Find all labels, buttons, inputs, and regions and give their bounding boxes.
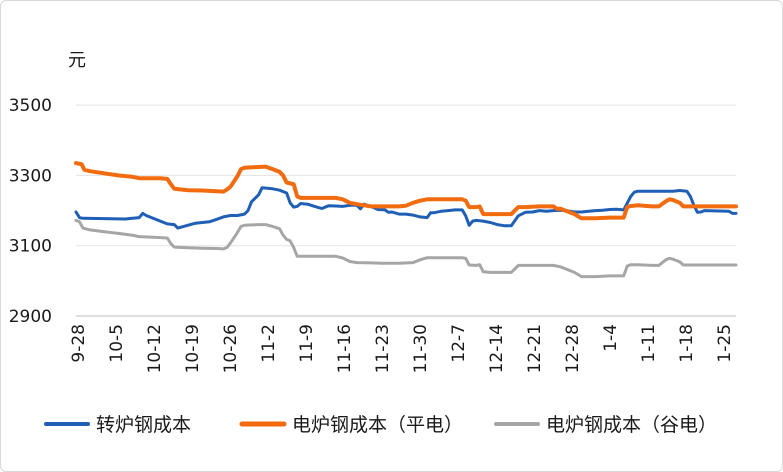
x-tick-label: 11-2	[259, 324, 279, 363]
x-tick: 11-23	[373, 324, 393, 373]
x-tick-label: 12-28	[563, 324, 583, 373]
x-tick: 12-28	[563, 324, 583, 373]
x-tick: 1-11	[639, 324, 659, 363]
x-tick-label: 10-26	[221, 324, 241, 373]
legend: 转炉钢成本 电炉钢成本（平电） 电炉钢成本（谷电）	[44, 414, 717, 436]
y-tick-label: 2900	[9, 307, 52, 327]
y-tick-label: 3300	[9, 166, 52, 186]
x-tick: 11-16	[335, 324, 355, 373]
x-axis: 9-28 10-5 10-12 10-19 10-26 11-2 11-9 11-16 11-2…	[69, 324, 735, 373]
x-tick-label: 1-11	[639, 324, 659, 363]
x-tick: 10-12	[145, 324, 165, 373]
y-gridlines	[76, 104, 736, 247]
x-tick: 11-2	[259, 324, 279, 363]
series-line-0	[74, 186, 738, 230]
x-tick: 10-26	[221, 324, 241, 373]
x-tick: 11-9	[297, 324, 317, 363]
x-tick: 12-14	[487, 324, 507, 373]
x-tick-label: 11-30	[411, 324, 431, 373]
x-tick-label: 10-12	[145, 324, 165, 373]
y-unit-label: 元	[68, 50, 86, 71]
x-tick: 10-5	[107, 324, 127, 363]
x-tick-label: 12-21	[525, 324, 545, 373]
series-lines	[74, 161, 738, 279]
x-tick: 1-25	[715, 324, 735, 363]
legend-label: 电炉钢成本（平电）	[292, 414, 463, 436]
series-line-2	[74, 218, 738, 279]
x-tick-label: 1-4	[601, 324, 621, 352]
x-tick: 12-7	[449, 324, 469, 363]
x-tick: 11-30	[411, 324, 431, 373]
x-tick: 1-18	[677, 324, 697, 363]
x-tick: 10-19	[183, 324, 203, 373]
x-tick: 1-4	[601, 324, 621, 352]
x-tick-label: 11-9	[297, 324, 317, 363]
x-tick-label: 1-18	[677, 324, 697, 363]
x-tick-label: 12-14	[487, 324, 507, 373]
y-axis: 2900 3100 3300 3500	[9, 96, 52, 327]
legend-label: 转炉钢成本	[96, 414, 191, 436]
x-tick-label: 11-16	[335, 324, 355, 373]
series-line-1	[74, 161, 738, 221]
x-tick: 12-21	[525, 324, 545, 373]
x-tick-label: 10-5	[107, 324, 127, 363]
x-tick-label: 1-25	[715, 324, 735, 363]
x-tick: 9-28	[69, 324, 89, 363]
x-tick-label: 10-19	[183, 324, 203, 373]
x-tick-label: 12-7	[449, 324, 469, 363]
y-tick-label: 3100	[9, 237, 52, 257]
x-tick-label: 9-28	[69, 324, 89, 363]
x-tick-label: 11-23	[373, 324, 393, 373]
y-tick-label: 3500	[9, 96, 52, 116]
legend-label: 电炉钢成本（谷电）	[546, 414, 717, 436]
